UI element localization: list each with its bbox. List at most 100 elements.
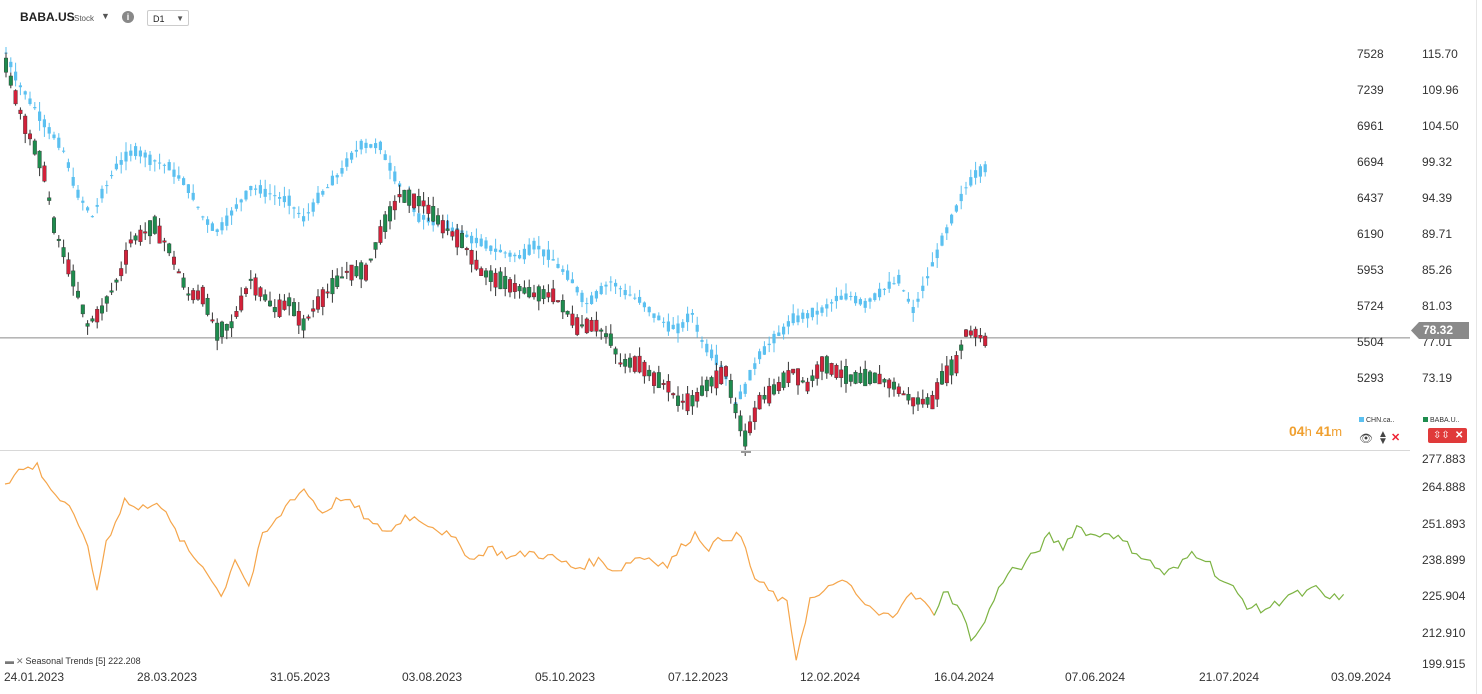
baba-candle [522,287,527,294]
baba-candle [493,272,498,288]
baba-candle [978,334,983,339]
chn-candle [614,282,618,287]
baba-candle [690,395,695,407]
seasonal-forecast-line [933,524,1345,642]
baba-candle [632,356,637,372]
candles-icon[interactable]: ⇳⇳ [1433,430,1450,441]
time-axis-label-2: 31.05.2023 [270,670,331,684]
chn-candle [546,249,550,260]
left-axis-label-4: 6437 [1357,191,1384,205]
baba-candle [162,240,167,243]
chn-candle [710,349,714,359]
baba-candle [128,239,133,244]
baba-candle [772,384,777,395]
baba-candle [147,220,152,237]
baba-candle [968,330,973,336]
baba-candle [752,407,757,422]
symbol-name[interactable]: BABA.US [20,10,75,24]
chn-candle [110,175,114,177]
eye-icon[interactable]: 👁 [1359,433,1373,445]
chn-candle [690,312,694,315]
chn-candle [326,187,330,189]
chn-candle [234,204,238,209]
baba-candle [47,197,52,201]
indicator-close-icon[interactable]: ✕ [16,656,24,666]
baba-candle [320,289,325,307]
panel-resize-handle[interactable] [741,451,751,453]
baba-candle [416,196,421,207]
chn-candle [858,299,862,305]
timeframe-select[interactable]: D1 ▼ [147,10,189,26]
chn-candle [388,162,392,171]
chn-candle [479,238,483,247]
right-axis-label-5: 89.71 [1422,227,1453,241]
info-icon[interactable]: i [122,11,134,23]
baba-candle [676,395,681,406]
chn-candle [686,313,690,323]
baba-candle [349,264,354,281]
baba-candle [80,304,85,315]
baba-candle [296,310,301,326]
baba-candle [243,288,248,294]
baba-candle [527,287,532,298]
chn-candle [484,240,488,249]
legend-baba-swatch [1423,417,1428,422]
chn-candle [138,150,142,157]
symbol-dropdown-icon[interactable]: ▼ [101,11,110,21]
chn-candle [354,149,358,152]
baba-candle [143,231,148,234]
legend-chn-swatch [1359,417,1364,422]
reorder-icon[interactable]: ▲ ▼ [1378,429,1388,447]
baba-candle [536,286,541,302]
chn-candle [129,150,133,156]
baba-candle [426,204,431,214]
chn-candle [782,326,786,335]
baba-candle [469,250,474,265]
chn-candle [974,170,978,178]
chn-candle [590,295,594,305]
chn-candle [470,235,474,244]
baba-candle [200,286,205,305]
legend-baba[interactable]: BABA.U.. [1423,417,1460,424]
baba-candle [848,374,853,382]
baba-candle [464,248,469,251]
chn-candle [758,351,762,360]
baba-candle [551,288,556,303]
chn-candle [863,300,867,308]
chn-candle [738,391,742,400]
baba-candle [397,194,402,198]
baba-candle [42,165,47,182]
baba-candle [311,308,316,312]
baba-candle [402,189,407,203]
chn-candle [119,159,123,165]
baba-candle [944,365,949,384]
indicator-axis-label-3: 238.899 [1422,553,1466,567]
left-axis-label-6: 5953 [1357,263,1384,277]
baba-candle [335,275,340,287]
chn-candle [66,162,70,168]
close-icon[interactable]: ✕ [1391,432,1401,444]
chn-candle [393,171,397,182]
chn-candle [513,254,517,257]
baba-candle [719,367,724,385]
baba-candle [95,309,100,323]
collapse-icon[interactable]: ▬ [5,656,14,666]
baba-candle [23,115,28,134]
baba-candle [604,333,609,337]
chn-candle [825,304,829,309]
chn-candle [422,215,426,220]
chn-candle [220,222,224,231]
time-axis-label-10: 03.09.2024 [1331,670,1392,684]
baba-candle [498,271,503,290]
time-axis-label-6: 12.02.2024 [800,670,861,684]
baba-candle [695,392,700,402]
chn-candle [244,190,248,200]
chn-candle [465,234,469,237]
baba-candle [829,363,834,375]
baba-candle [37,150,42,169]
remove-series-icon[interactable]: ✕ [1455,430,1464,441]
legend-chn[interactable]: CHN.ca.. [1359,417,1394,424]
chn-candle [225,215,229,226]
